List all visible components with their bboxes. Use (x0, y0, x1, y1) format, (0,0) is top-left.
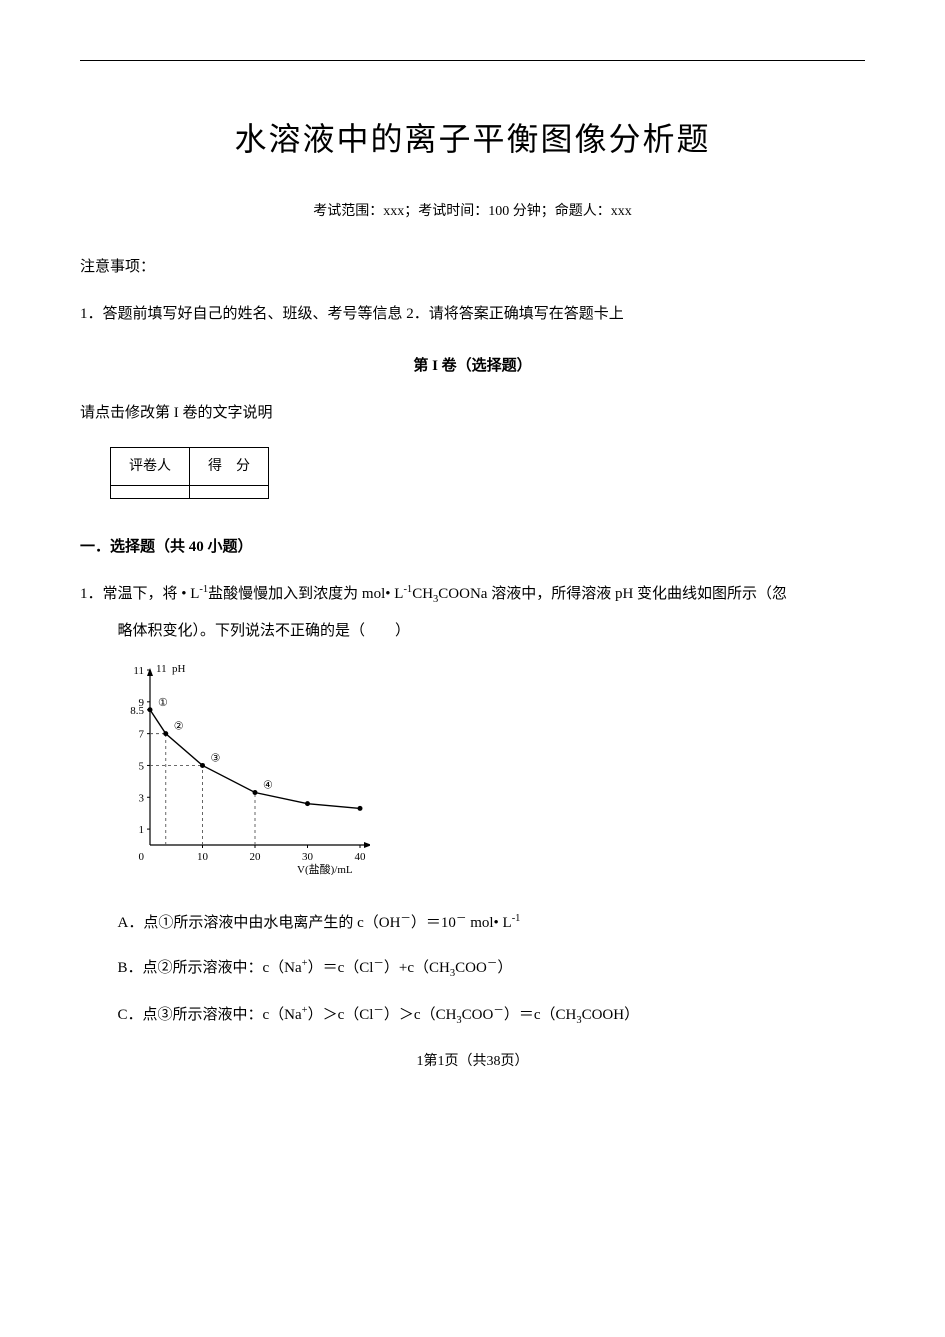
exam-meta: 考试范围：xxx；考试时间：100 分钟；命题人：xxx (80, 199, 865, 224)
grader-value (111, 485, 190, 498)
score-header: 得 分 (190, 447, 269, 485)
svg-text:10: 10 (197, 851, 209, 863)
opt-text: ）＝10 (411, 915, 456, 931)
svg-text:40: 40 (355, 851, 367, 863)
edit-prompt: 请点击修改第 I 卷的文字说明 (80, 400, 865, 427)
svg-text:11: 11 (133, 665, 144, 677)
svg-text:30: 30 (302, 851, 314, 863)
question-1-stem-cont: 略体积变化）。下列说法不正确的是（ ） (80, 618, 865, 645)
score-value (190, 485, 269, 498)
svg-text:9: 9 (139, 697, 145, 709)
superscript: -1 (512, 913, 521, 924)
opt-text: mol• L (466, 915, 511, 931)
score-table: 评卷人 得 分 (110, 447, 269, 499)
svg-text:pH: pH (172, 663, 186, 675)
superscript: -1 (403, 584, 412, 595)
section-heading: 一．选择题（共 40 小题） (80, 534, 865, 561)
opt-text: COO (462, 1007, 494, 1023)
option-a: A．点①所示溶液中由水电离产生的 c（OH－）＝10－ mol• L-1 (80, 910, 865, 937)
page-footer: 1第1页（共38页） (80, 1049, 865, 1074)
top-rule (80, 60, 865, 61)
svg-text:20: 20 (250, 851, 262, 863)
chart-svg: 13578.5911102030400①②③④11pHV(盐酸)/mL (110, 655, 370, 875)
question-1-stem: 1．常温下，将 • L-1盐酸慢慢加入到浓度为 mol• L-1CH3COONa… (80, 581, 865, 610)
svg-text:④: ④ (263, 779, 273, 791)
volume-label: 第 I 卷（选择题） (80, 353, 865, 380)
superscript: － (400, 913, 411, 924)
opt-text: ）＝c（CH (504, 1007, 577, 1023)
q1-text: CH (412, 586, 433, 602)
q1-text: 盐酸慢慢加入到浓度为 mol• L (208, 586, 403, 602)
grader-header: 评卷人 (111, 447, 190, 485)
opt-text: COO (455, 960, 487, 976)
superscript: － (456, 913, 467, 924)
svg-text:①: ① (158, 697, 168, 709)
opt-text: ）＞c（CH (384, 1007, 457, 1023)
superscript: － (493, 1005, 504, 1016)
svg-text:5: 5 (139, 760, 145, 772)
opt-text: ）+c（CH (384, 960, 450, 976)
ph-curve-chart: 13578.5911102030400①②③④11pHV(盐酸)/mL (110, 655, 865, 885)
opt-text: B．点②所示溶液中：c（Na (118, 960, 302, 976)
opt-text: A．点①所示溶液中由水电离产生的 c（OH (118, 915, 401, 931)
page-title: 水溶液中的离子平衡图像分析题 (80, 111, 865, 169)
svg-text:0: 0 (139, 851, 145, 863)
table-row (111, 485, 269, 498)
notice-heading: 注意事项： (80, 254, 865, 281)
option-b: B．点②所示溶液中：c（Na+）＝c（Cl－）+c（CH3COO－） (80, 955, 865, 984)
svg-text:7: 7 (139, 728, 145, 740)
superscript: -1 (199, 584, 208, 595)
svg-text:11: 11 (156, 663, 167, 675)
svg-text:V(盐酸)/mL: V(盐酸)/mL (297, 862, 353, 875)
table-row: 评卷人 得 分 (111, 447, 269, 485)
opt-text: COOH） (582, 1007, 640, 1023)
opt-text: C．点③所示溶液中：c（Na (118, 1007, 302, 1023)
opt-text: ）＞c（Cl (308, 1007, 374, 1023)
svg-text:②: ② (174, 720, 184, 732)
opt-text: ）＝c（Cl (308, 960, 374, 976)
superscript: － (373, 958, 384, 969)
notice-text: 1．答题前填写好自己的姓名、班级、考号等信息 2．请将答案正确填写在答题卡上 (80, 301, 865, 328)
svg-text:③: ③ (211, 752, 221, 764)
svg-text:3: 3 (139, 792, 145, 804)
q1-text: 1．常温下，将 • L (80, 586, 199, 602)
superscript: － (487, 958, 498, 969)
opt-text: ） (497, 960, 512, 976)
q1-text: COONa 溶液中，所得溶液 pH 变化曲线如图所示（忽 (438, 586, 787, 602)
superscript: － (373, 1005, 384, 1016)
option-c: C．点③所示溶液中：c（Na+）＞c（Cl－）＞c（CH3COO－）＝c（CH3… (80, 1002, 865, 1031)
svg-text:1: 1 (139, 824, 145, 836)
